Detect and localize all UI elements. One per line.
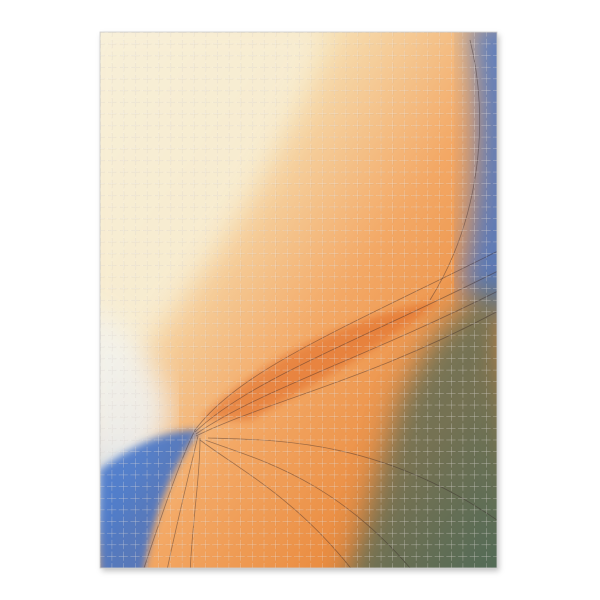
puzzle-border — [99, 31, 498, 569]
artwork — [100, 32, 497, 568]
piece-grid — [100, 32, 497, 568]
